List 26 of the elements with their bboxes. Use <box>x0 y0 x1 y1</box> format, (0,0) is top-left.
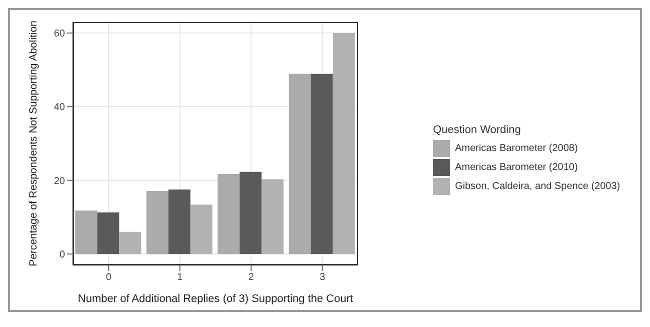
y-tick-label: 60 <box>54 28 66 40</box>
legend-label: Americas Barometer (2008) <box>455 142 578 154</box>
bar <box>75 210 98 254</box>
bar <box>168 190 190 254</box>
x-axis-title: Number of Additional Replies (of 3) Supporting the Court <box>78 293 354 305</box>
y-tick-label: 0 <box>59 250 66 261</box>
x-tick-label: 0 <box>106 272 112 284</box>
bar <box>332 33 355 254</box>
y-tick-label: 20 <box>54 176 66 187</box>
legend-label: Americas Barometer (2010) <box>455 162 578 172</box>
bar <box>288 74 311 254</box>
bar <box>310 74 333 254</box>
y-axis-title: Percentage of Respondents Not Supporting Abolition <box>28 20 40 266</box>
bar <box>218 174 240 254</box>
bar <box>190 204 212 254</box>
x-tick-label: 2 <box>248 272 254 284</box>
x-tick-label: 3 <box>320 272 326 284</box>
bar <box>262 179 284 254</box>
legend-title: Question Wording <box>433 124 522 136</box>
bar <box>146 190 168 254</box>
bar <box>240 172 262 254</box>
bar <box>119 232 142 254</box>
y-tick-label: 40 <box>54 102 66 114</box>
bar <box>97 212 120 254</box>
legend-label: Gibson, Caldeira, and Spence (2003) <box>455 180 620 192</box>
x-tick-label: 1 <box>177 272 184 284</box>
